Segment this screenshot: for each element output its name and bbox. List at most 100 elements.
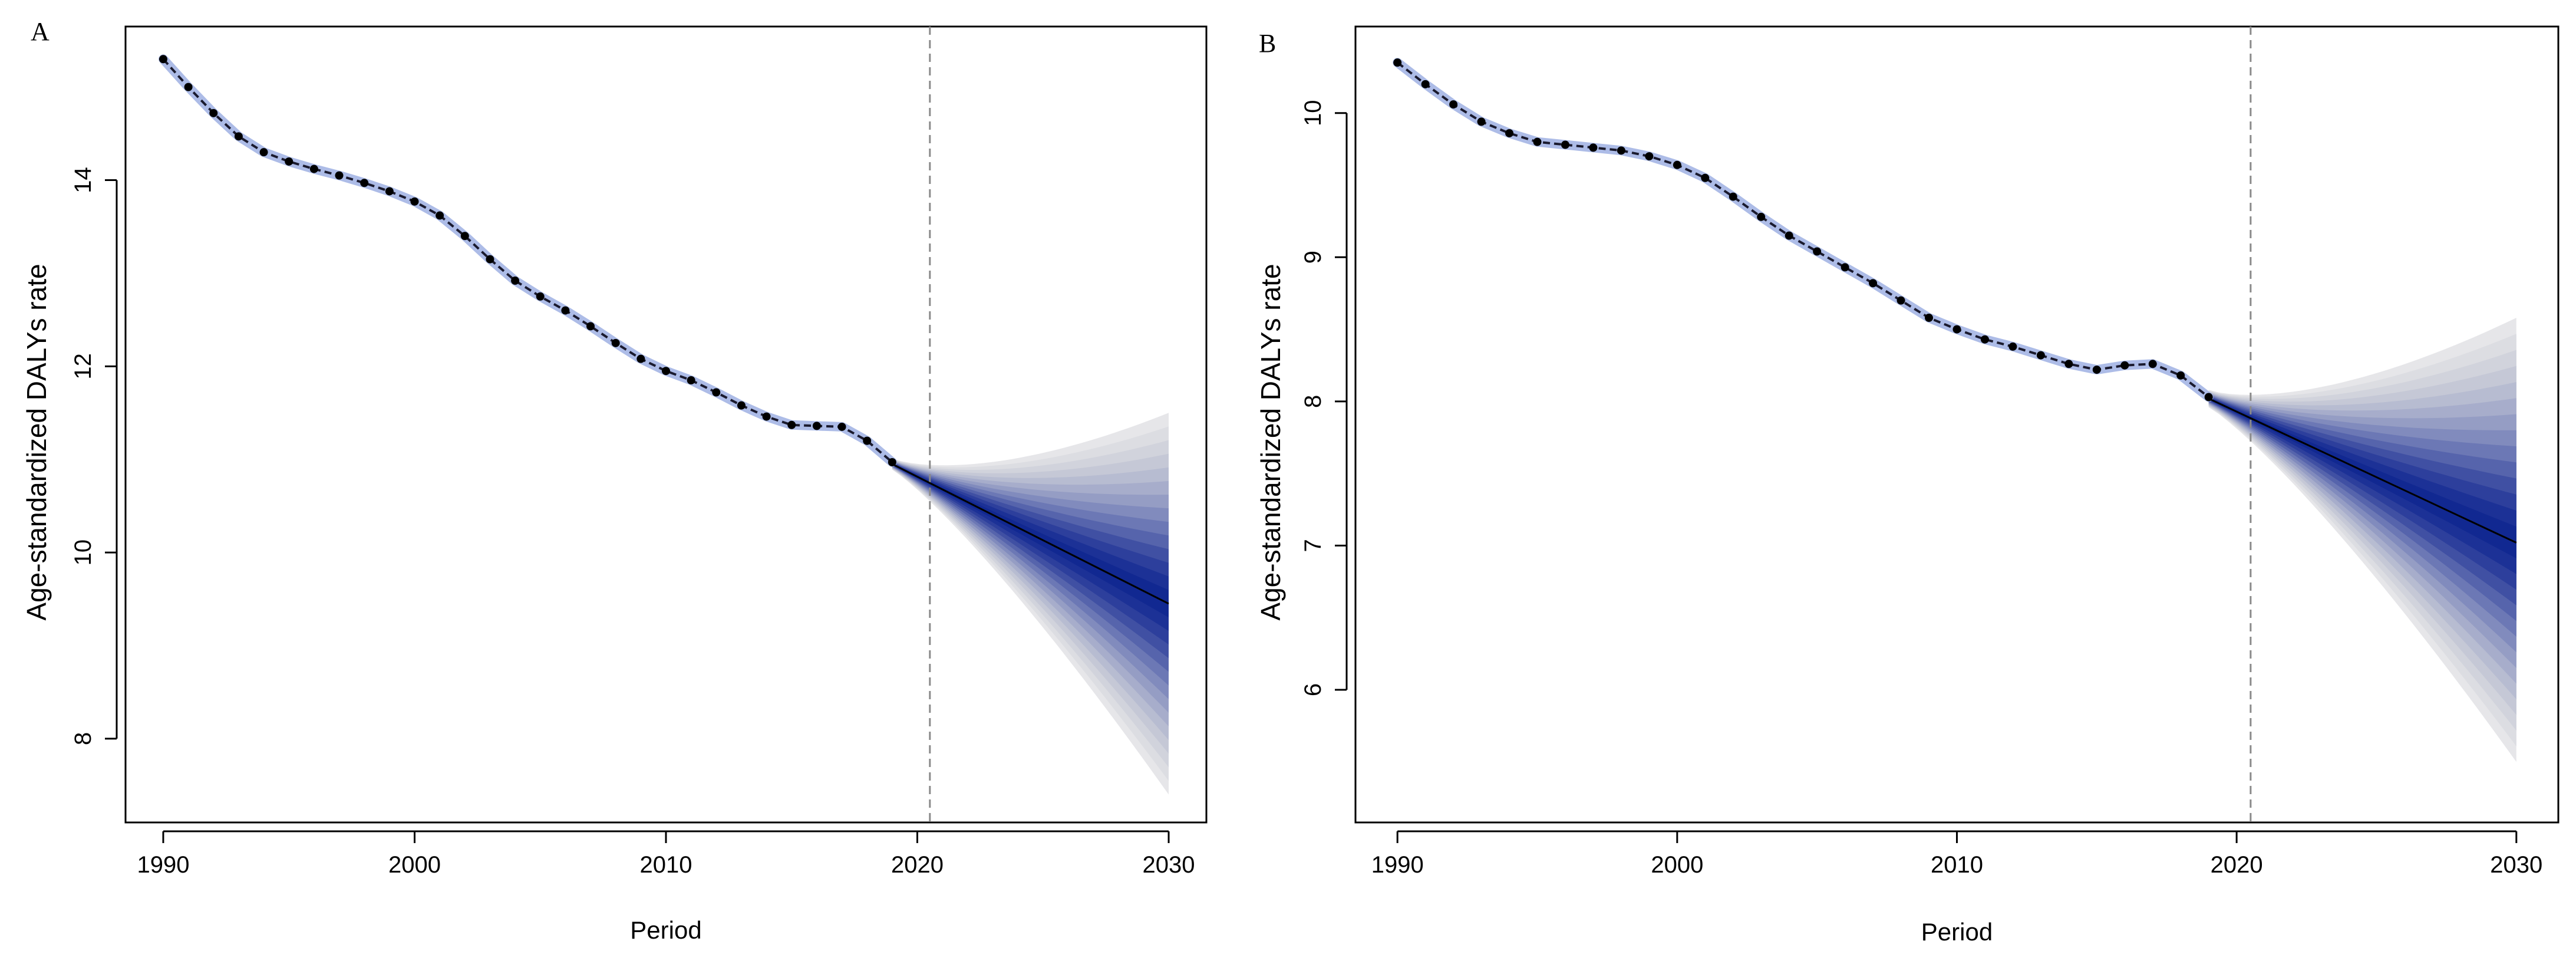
y-tick-label: 12 — [70, 353, 96, 380]
observed-point — [1980, 335, 1989, 344]
observed-point — [1701, 173, 1710, 182]
observed-point — [1533, 137, 1542, 146]
observed-point — [2120, 361, 2129, 370]
observed-point — [636, 354, 645, 363]
y-tick-label: 10 — [70, 539, 96, 566]
y-tick-label: 10 — [1300, 100, 1326, 126]
x-tick-label: 2030 — [2490, 852, 2542, 878]
forecast-band-12 — [892, 463, 1169, 645]
forecast-band-13 — [2208, 397, 2516, 574]
forecast-band-14 — [2208, 397, 2516, 559]
observed-point — [762, 412, 771, 421]
observed-point — [209, 108, 218, 117]
y-tick-label: 6 — [1300, 683, 1326, 696]
forecast-mean-line — [2208, 397, 2517, 544]
observed-point — [611, 338, 620, 347]
panel-label: B — [1259, 29, 1276, 58]
observed-point — [712, 388, 721, 397]
observed-point — [335, 171, 344, 180]
observed-point — [737, 401, 746, 410]
observed-point — [1729, 192, 1737, 201]
observed-line — [1396, 61, 2209, 399]
observed-point — [2204, 393, 2213, 401]
observed-point — [1449, 100, 1458, 109]
observed-point — [1421, 80, 1430, 88]
observed-halo — [159, 54, 897, 467]
y-tick-label: 8 — [1300, 395, 1326, 408]
observed-point — [486, 255, 494, 264]
observed-point — [460, 232, 469, 241]
observed-point — [863, 436, 872, 445]
observed-point — [410, 197, 419, 206]
panel-a: 1990 2000 2010 2020 2030 8 10 12 14 Period Age-sta… — [21, 17, 1208, 944]
observed-point — [234, 132, 243, 141]
observed-point — [1617, 146, 1625, 155]
y-tick-label: 7 — [1300, 539, 1326, 552]
observed-point — [259, 148, 268, 157]
observed-point — [1393, 58, 1402, 67]
observed-point — [2008, 342, 2017, 351]
observed-point — [2064, 360, 2073, 368]
observed-point — [436, 211, 444, 220]
observed-point — [687, 376, 695, 384]
observed-line — [162, 58, 893, 463]
observed-point — [536, 292, 545, 301]
observed-point — [184, 83, 193, 91]
observed-point — [812, 422, 821, 430]
panel-b: 1990 2000 2010 2020 2030 6 7 8 9 10 Period Age-stan… — [1255, 25, 2559, 946]
observed-point — [385, 187, 394, 196]
observed-point — [285, 157, 293, 166]
observed-point — [309, 164, 318, 173]
observed-point — [2036, 351, 2045, 360]
observed-point — [1785, 231, 1793, 240]
x-tick-label: 1990 — [137, 852, 189, 878]
observed-halo — [1393, 58, 2214, 402]
x-tick-label: 2000 — [388, 852, 441, 878]
forecast-mean-line — [892, 463, 1169, 605]
observed-point — [2148, 360, 2157, 368]
y-tick-label: 9 — [1300, 251, 1326, 264]
observed-point — [1673, 160, 1681, 169]
y-axis-title: Age-standardized DALYs rate — [1255, 264, 1286, 620]
observed-point — [662, 367, 670, 376]
observed-point — [837, 422, 846, 431]
x-tick-label: 2000 — [1651, 852, 1703, 878]
observed-point — [787, 420, 796, 429]
observed-point — [1477, 117, 1486, 126]
observed-point — [1896, 296, 1905, 305]
x-tick-label: 2030 — [1143, 852, 1195, 878]
observed-point — [1757, 212, 1766, 221]
x-tick-label: 1990 — [1371, 852, 1424, 878]
y-axis-title: Age-standardized DALYs rate — [21, 264, 52, 620]
observed-point — [159, 55, 167, 64]
observed-point — [586, 322, 595, 331]
x-tick-label: 2010 — [640, 852, 692, 878]
forecast-band-10 — [2208, 395, 2516, 621]
x-tick-label: 2020 — [891, 852, 944, 878]
x-tick-label: 2010 — [1931, 852, 1983, 878]
plot-frame — [1354, 25, 2559, 824]
plot-frame — [124, 25, 1208, 824]
observed-point — [1645, 152, 1654, 161]
observed-point — [561, 306, 570, 315]
observed-point — [888, 458, 896, 466]
y-tick-label: 14 — [70, 167, 96, 193]
observed-point — [511, 277, 520, 285]
observed-point — [1925, 314, 1934, 322]
observed-point — [360, 179, 369, 187]
observed-point — [1813, 247, 1822, 256]
x-axis-title: Period — [630, 916, 701, 944]
x-axis-title: Period — [1921, 918, 1993, 946]
forecast-band-9 — [892, 462, 1169, 686]
panel-label: A — [31, 17, 50, 46]
observed-point — [1869, 279, 1878, 288]
observed-point — [1841, 263, 1849, 272]
observed-point — [2092, 366, 2101, 374]
observed-point — [1952, 325, 1961, 334]
x-tick-label: 2020 — [2211, 852, 2263, 878]
y-tick-label: 8 — [70, 732, 96, 745]
observed-point — [1505, 129, 1514, 137]
observed-point — [2176, 371, 2185, 380]
observed-point — [1561, 140, 1569, 149]
